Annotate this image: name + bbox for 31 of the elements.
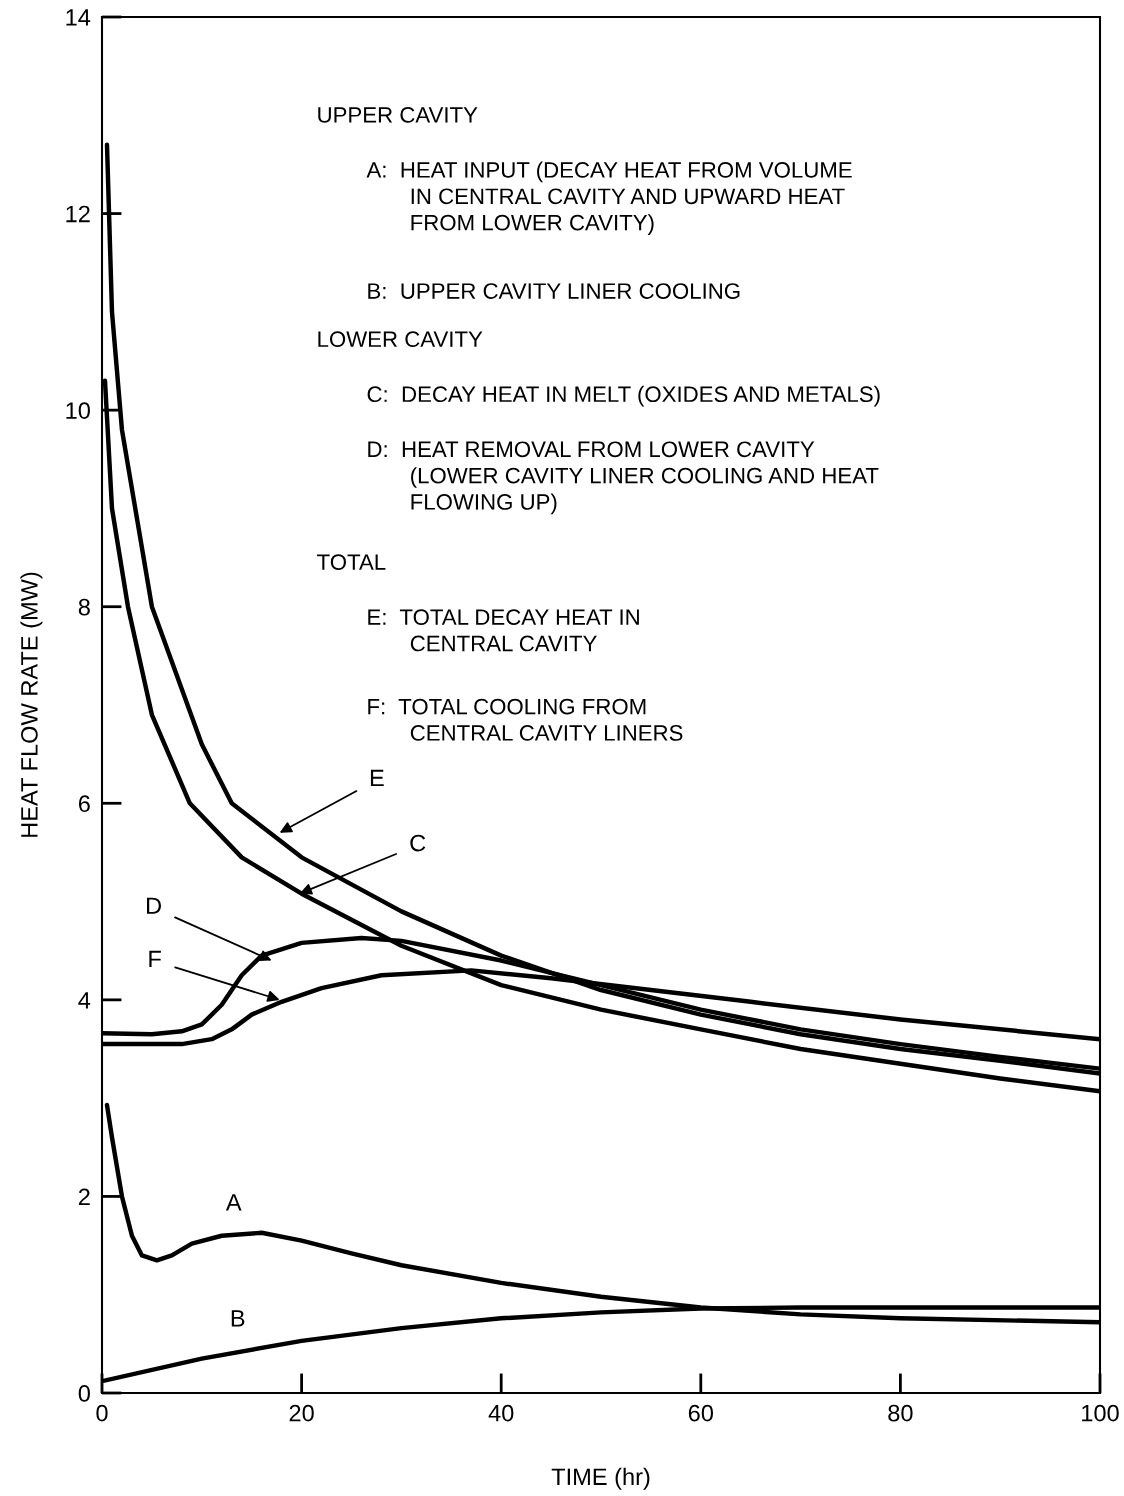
x-tick-label: 100 bbox=[1082, 1404, 1119, 1422]
x-tick-label: 20 bbox=[289, 1404, 314, 1422]
y-tick-label: 8 bbox=[78, 598, 90, 616]
annotation: F bbox=[149, 950, 161, 968]
annotation: D: HEAT REMOVAL FROM LOWER CAVITY (LOWER CAVITY LINER COOLING AND HEAT FLOWING UP) bbox=[368, 441, 879, 515]
x-tick-label: 60 bbox=[688, 1404, 714, 1422]
annotation: A: HEAT INPUT (DECAY HEAT FROM VOLUME IN CENTRAL CAVITY AND UPWARD HEAT FROM LOWER CAVITY) bbox=[366, 161, 852, 235]
y-tick-label: 6 bbox=[78, 795, 90, 813]
y-tick-label: 12 bbox=[66, 205, 90, 223]
annotation: A bbox=[225, 1194, 242, 1211]
annotation: B bbox=[231, 1310, 245, 1327]
x-tick-label: 0 bbox=[96, 1404, 108, 1422]
annotation: F: TOTAL COOLING FROM CENTRAL CAVITY LINERS bbox=[368, 698, 683, 741]
x-axis-title: TIME (hr) bbox=[551, 1467, 650, 1490]
y-tick-label: 4 bbox=[78, 992, 91, 1009]
annotation: E: TOTAL DECAY HEAT IN CENTRAL CAVITY bbox=[368, 609, 639, 652]
annotation: C bbox=[410, 834, 426, 852]
y-tick-label: 10 bbox=[66, 402, 90, 419]
annotation: B: UPPER CAVITY LINER COOLING bbox=[368, 283, 740, 299]
annotation: C: DECAY HEAT IN MELT (OXIDES AND METALS) bbox=[367, 385, 880, 407]
annotation: D bbox=[147, 897, 161, 914]
annotation: E bbox=[370, 769, 384, 787]
x-tick-label: 80 bbox=[888, 1404, 913, 1422]
annotation: UPPER CAVITY bbox=[318, 107, 478, 123]
y-axis-title: HEAT FLOW RATE (MW) bbox=[20, 572, 43, 837]
y-tick-label: 0 bbox=[78, 1385, 90, 1402]
y-tick-label: 2 bbox=[78, 1188, 90, 1205]
x-tick-label: 40 bbox=[488, 1404, 514, 1422]
annotation: TOTAL bbox=[317, 554, 386, 570]
annotation: LOWER CAVITY bbox=[318, 331, 483, 348]
y-tick-label: 14 bbox=[66, 9, 91, 26]
